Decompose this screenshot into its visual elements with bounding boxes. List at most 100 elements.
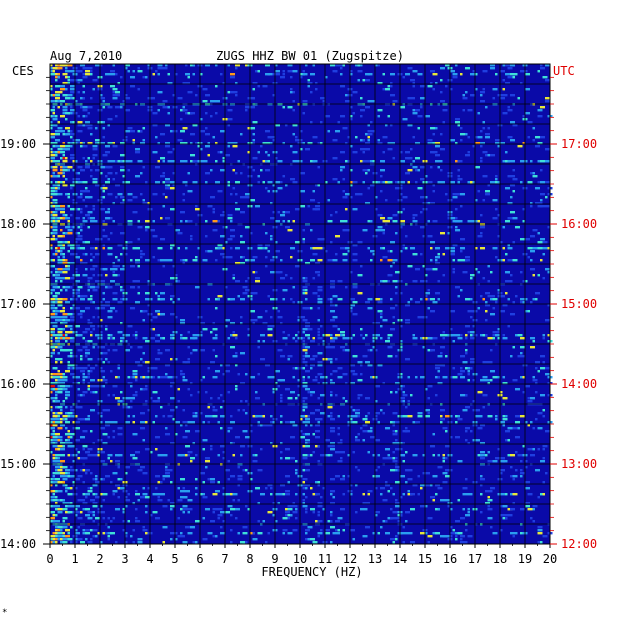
intensity-streak [62, 337, 65, 340]
intensity-streak [237, 436, 240, 439]
intensity-streak [370, 250, 375, 253]
intensity-streak [57, 532, 63, 535]
intensity-streak [245, 469, 248, 472]
intensity-streak [65, 337, 68, 340]
intensity-streak [525, 298, 528, 301]
intensity-streak [190, 112, 195, 115]
intensity-streak [340, 334, 343, 337]
intensity-streak [347, 250, 350, 253]
intensity-streak [305, 370, 310, 373]
intensity-streak [377, 421, 380, 424]
intensity-streak [482, 121, 485, 124]
intensity-streak [287, 532, 293, 535]
intensity-streak [157, 352, 163, 355]
intensity-streak [355, 466, 358, 469]
intensity-streak [537, 427, 543, 430]
intensity-streak [462, 97, 468, 100]
intensity-streak [362, 355, 368, 358]
intensity-streak [50, 127, 53, 130]
intensity-streak [527, 310, 530, 313]
intensity-streak [222, 457, 225, 460]
intensity-streak [65, 178, 68, 181]
intensity-streak [282, 289, 288, 292]
intensity-streak [137, 265, 140, 268]
intensity-streak [117, 301, 123, 304]
intensity-streak [520, 181, 523, 184]
intensity-streak [280, 493, 283, 496]
intensity-streak [480, 91, 485, 94]
intensity-streak [245, 196, 248, 199]
intensity-streak [90, 97, 93, 100]
intensity-streak [525, 70, 528, 73]
intensity-streak [515, 421, 520, 424]
intensity-streak [435, 160, 438, 163]
intensity-streak [325, 115, 330, 118]
intensity-streak [57, 391, 60, 394]
intensity-streak [440, 79, 443, 82]
intensity-streak [402, 460, 405, 463]
intensity-streak [152, 421, 155, 424]
intensity-streak [207, 142, 210, 145]
intensity-streak [157, 73, 160, 76]
intensity-streak [105, 235, 108, 238]
intensity-streak [245, 106, 250, 109]
intensity-streak [427, 307, 430, 310]
intensity-streak [87, 196, 93, 199]
intensity-streak [87, 454, 93, 457]
intensity-streak [400, 346, 403, 349]
intensity-streak [502, 415, 505, 418]
intensity-streak [67, 205, 70, 208]
intensity-streak [192, 349, 198, 352]
intensity-streak [270, 487, 273, 490]
intensity-streak [55, 415, 58, 418]
intensity-streak [542, 247, 548, 250]
intensity-streak [167, 160, 170, 163]
intensity-streak [350, 529, 355, 532]
intensity-streak [542, 448, 545, 451]
intensity-streak [182, 337, 188, 340]
intensity-streak [542, 277, 545, 280]
intensity-streak [185, 259, 188, 262]
intensity-streak [282, 70, 285, 73]
intensity-streak [85, 355, 88, 358]
intensity-streak [440, 334, 445, 337]
intensity-streak [427, 268, 433, 271]
intensity-streak [407, 169, 413, 172]
intensity-streak [490, 271, 493, 274]
intensity-streak [255, 415, 260, 418]
intensity-streak [60, 229, 63, 232]
intensity-streak [420, 85, 425, 88]
intensity-streak [142, 529, 148, 532]
intensity-streak [400, 496, 403, 499]
intensity-streak [235, 262, 240, 265]
intensity-streak [185, 445, 190, 448]
intensity-streak [57, 436, 63, 439]
intensity-streak [70, 433, 75, 436]
intensity-streak [95, 184, 100, 187]
intensity-streak [102, 379, 108, 382]
intensity-streak [492, 247, 498, 250]
intensity-streak [400, 340, 403, 343]
intensity-streak [225, 370, 230, 373]
intensity-streak [80, 499, 85, 502]
intensity-streak [107, 142, 113, 145]
intensity-streak [310, 340, 315, 343]
intensity-streak [430, 139, 433, 142]
intensity-streak [102, 268, 108, 271]
intensity-streak [500, 472, 503, 475]
intensity-streak [57, 418, 60, 421]
intensity-streak [357, 415, 360, 418]
intensity-streak [545, 268, 550, 271]
intensity-streak [362, 160, 365, 163]
intensity-streak [50, 334, 53, 337]
intensity-streak [542, 361, 545, 364]
intensity-streak [55, 226, 58, 229]
intensity-streak [432, 337, 438, 340]
intensity-streak [500, 529, 503, 532]
intensity-streak [195, 454, 198, 457]
intensity-streak [467, 370, 470, 373]
intensity-streak [102, 154, 108, 157]
intensity-streak [90, 295, 93, 298]
intensity-streak [60, 361, 63, 364]
intensity-streak [107, 535, 110, 538]
